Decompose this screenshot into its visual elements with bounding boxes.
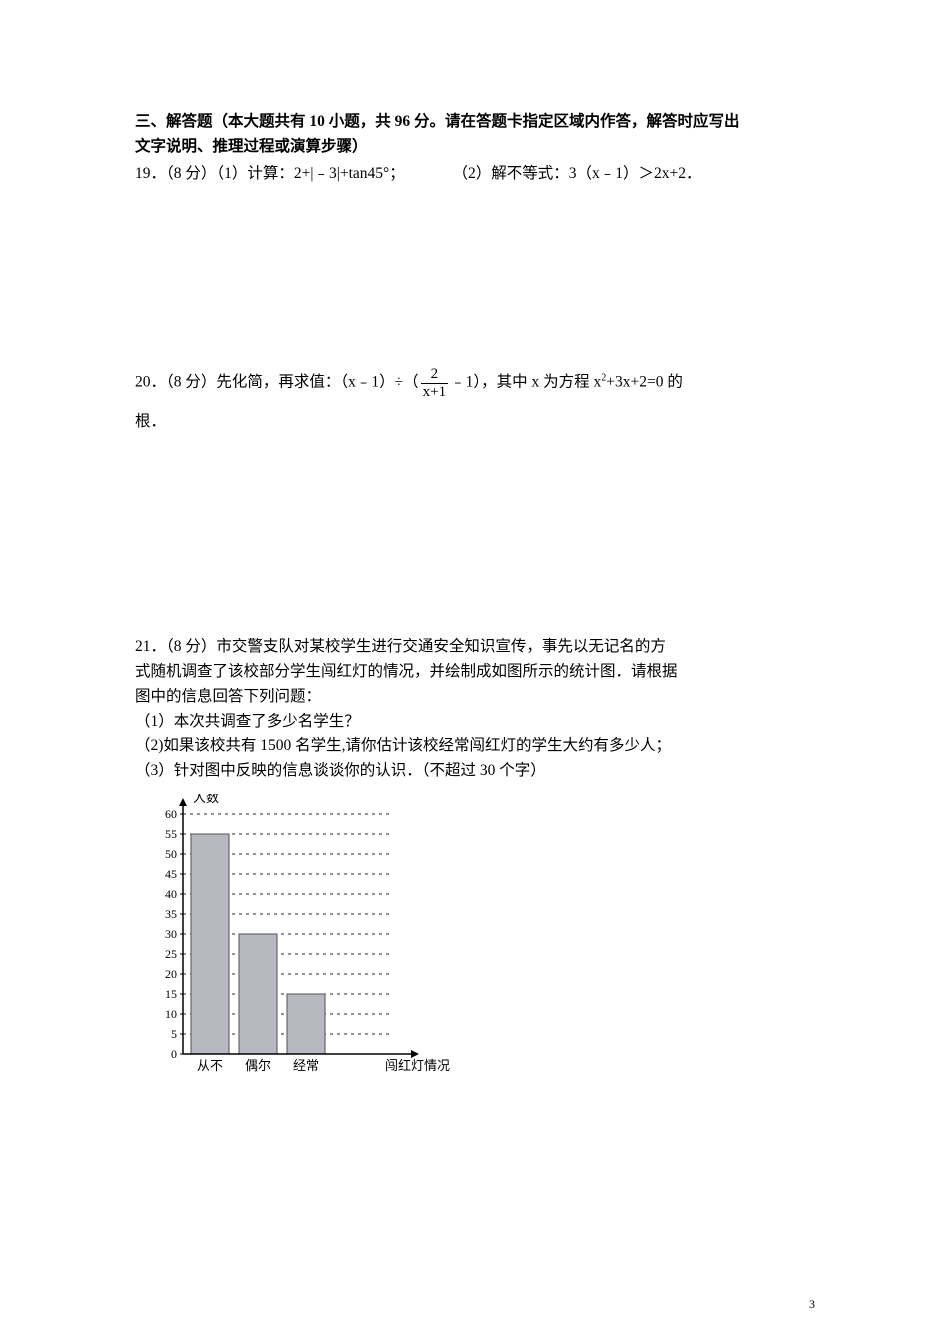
svg-text:偶尔: 偶尔	[245, 1058, 271, 1073]
page-number: 3	[809, 1295, 815, 1314]
svg-text:0: 0	[171, 1047, 177, 1061]
page: 三、解答题（本大题共有 10 小题，共 96 分。请在答题卡指定区域内作答，解答…	[0, 0, 950, 1344]
section-title-line1: 三、解答题（本大题共有 10 小题，共 96 分。请在答题卡指定区域内作答，解答…	[135, 113, 740, 130]
q19-part2: （2）解不等式：3（x﹣1）＞2x+2．	[452, 165, 701, 182]
svg-text:40: 40	[165, 887, 177, 901]
q21-i1: （1）本次共调查了多少名学生？	[135, 710, 815, 735]
q21-i2: （2)如果该校共有 1500 名学生,请你估计该校经常闯红灯的学生大约有多少人；	[135, 734, 815, 759]
q20-frac-den: x+1	[421, 384, 448, 401]
q21-p1: 21．（8 分）市交警支队对某校学生进行交通安全知识宣传，事先以无记名的方	[135, 635, 815, 660]
svg-text:30: 30	[165, 927, 177, 941]
svg-text:45: 45	[165, 867, 177, 881]
q20-fraction: 2x+1	[421, 366, 448, 400]
q19-part1: 19．（8 分）（1）计算：2+|﹣3|+tan45°；	[135, 165, 405, 182]
q20-frac-num: 2	[421, 366, 448, 384]
section-title-line2: 文字说明、推理过程或演算步骤）	[135, 138, 368, 155]
q20-text-c: +3x+2=0 的	[606, 374, 683, 391]
svg-text:闯红灯情况: 闯红灯情况	[385, 1058, 450, 1073]
svg-text:55: 55	[165, 827, 177, 841]
svg-text:15: 15	[165, 987, 177, 1001]
svg-text:从不: 从不	[197, 1058, 223, 1073]
svg-text:10: 10	[165, 1007, 177, 1021]
q20-text-a: 20．（8 分）先化简，再求值：（x﹣1）÷（	[135, 374, 419, 391]
svg-text:人数: 人数	[193, 794, 219, 805]
svg-text:25: 25	[165, 947, 177, 961]
q20-text-b: ﹣1），其中 x 为方程 x	[450, 374, 601, 391]
svg-text:20: 20	[165, 967, 177, 981]
bar-chart: 0 5 10 15 20 25 30 35 40 45 50 55 60 从不 偶尔 经常 人数闯红灯情况	[145, 794, 815, 1094]
question-20: 20．（8 分）先化简，再求值：（x﹣1）÷（2x+1﹣1），其中 x 为方程 …	[135, 366, 815, 435]
chart-svg: 0 5 10 15 20 25 30 35 40 45 50 55 60 从不 偶尔 经常 人数闯红灯情况	[145, 794, 455, 1094]
question-19: 19．（8 分）（1）计算：2+|﹣3|+tan45°； （2）解不等式：3（x…	[135, 162, 815, 187]
svg-text:35: 35	[165, 907, 177, 921]
section-header: 三、解答题（本大题共有 10 小题，共 96 分。请在答题卡指定区域内作答，解答…	[135, 110, 815, 160]
svg-text:5: 5	[171, 1027, 177, 1041]
q21-p2: 式随机调查了该校部分学生闯红灯的情况，并绘制成如图所示的统计图．请根据	[135, 660, 815, 685]
svg-text:60: 60	[165, 807, 177, 821]
q20-line2: 根．	[135, 410, 815, 435]
svg-text:50: 50	[165, 847, 177, 861]
svg-text:经常: 经常	[293, 1058, 319, 1073]
q21-p3: 图中的信息回答下列问题：	[135, 685, 815, 710]
q21-i3: （3）针对图中反映的信息谈谈你的认识．（不超过 30 个字）	[135, 759, 815, 784]
question-21: 21．（8 分）市交警支队对某校学生进行交通安全知识宣传，事先以无记名的方 式随…	[135, 635, 815, 1094]
